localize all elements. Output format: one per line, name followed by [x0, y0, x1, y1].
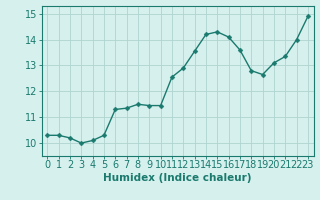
X-axis label: Humidex (Indice chaleur): Humidex (Indice chaleur)	[103, 173, 252, 183]
